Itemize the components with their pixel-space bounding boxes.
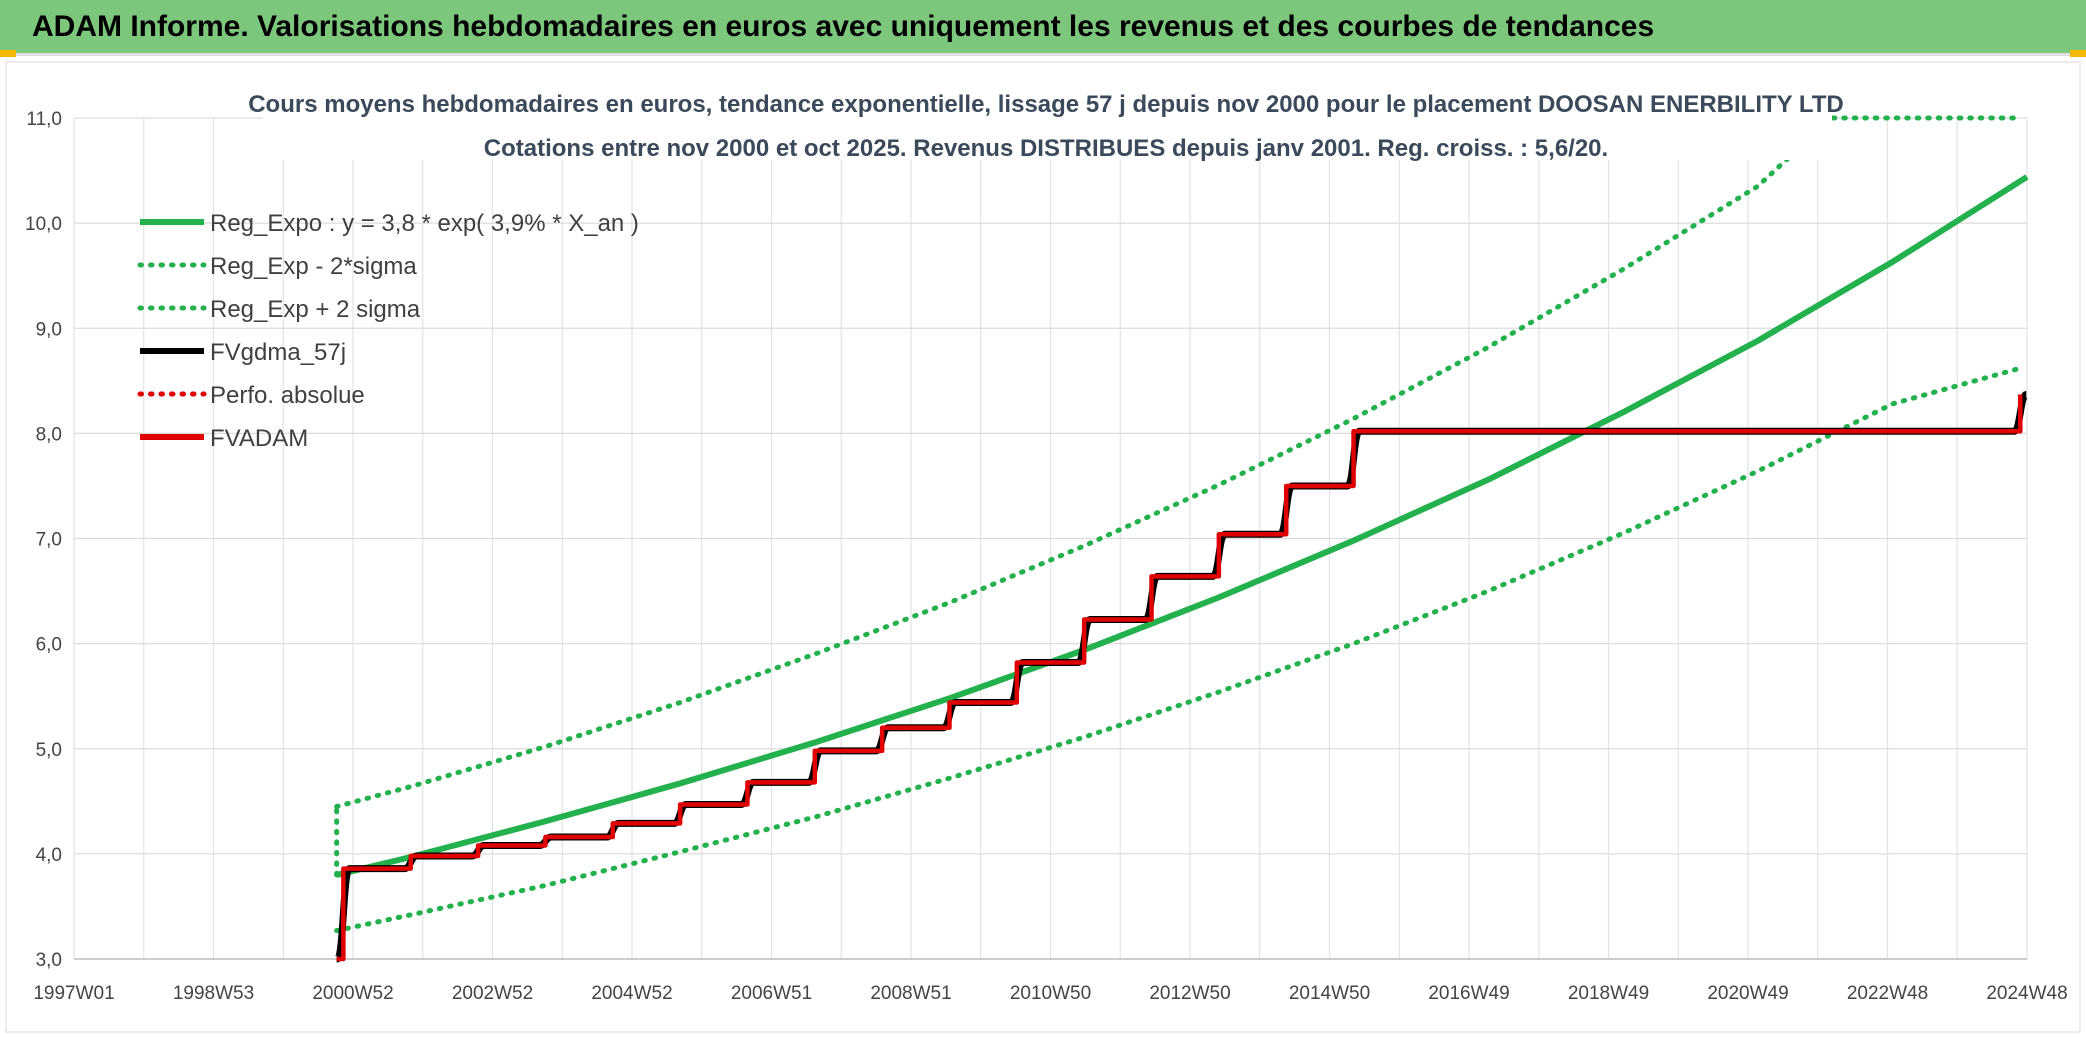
y-tick-label: 7,0 bbox=[36, 530, 62, 551]
x-tick-label: 2024W48 bbox=[1986, 983, 2067, 1004]
legend-label: FVgdma_57j bbox=[210, 339, 346, 366]
x-tick-label: 2010W50 bbox=[1010, 983, 1091, 1004]
x-tick-label: 2004W52 bbox=[591, 983, 672, 1004]
chart-title-line-2: Cotations entre nov 2000 et oct 2025. Re… bbox=[484, 135, 1608, 162]
series-line-0 bbox=[335, 174, 2029, 878]
legend-label: FVADAM bbox=[210, 425, 308, 452]
x-tick-label: 2000W52 bbox=[312, 983, 393, 1004]
x-tick-label: 2006W51 bbox=[731, 983, 812, 1004]
y-tick-label: 3,0 bbox=[36, 950, 62, 971]
legend-label: Reg_Exp + 2 sigma bbox=[210, 296, 421, 323]
x-tick-label: 1998W53 bbox=[173, 983, 254, 1004]
title-backdrop bbox=[262, 84, 1832, 160]
series-layer bbox=[333, 115, 2030, 963]
legend-label: Perfo. absolue bbox=[210, 382, 365, 409]
x-tick-label: 2002W52 bbox=[452, 983, 533, 1004]
x-tick-label: 2016W49 bbox=[1428, 983, 1509, 1004]
corner-mark-top-right bbox=[2070, 50, 2086, 57]
banner-title: ADAM Informe. Valorisations hebdomadaire… bbox=[32, 10, 1655, 43]
series-line-5 bbox=[336, 394, 2023, 962]
y-tick-label: 5,0 bbox=[36, 740, 62, 761]
legend: Reg_Expo : y = 3,8 * exp( 3,9% * X_an ) R… bbox=[137, 210, 639, 452]
corner-mark-top-left bbox=[0, 50, 16, 57]
x-tick-label: 2018W49 bbox=[1568, 983, 1649, 1004]
series-line-2 bbox=[334, 115, 2023, 810]
y-tick-label: 8,0 bbox=[36, 424, 62, 445]
x-axis: 1997W01 1998W53 2000W52 2002W52 2004W52 2006W… bbox=[33, 983, 2067, 1004]
y-tick-label: 10,0 bbox=[25, 214, 62, 235]
report-banner: ADAM Informe. Valorisations hebdomadaire… bbox=[0, 0, 2086, 56]
legend-label: Reg_Expo : y = 3,8 * exp( 3,9% * X_an ) bbox=[210, 210, 639, 237]
x-tick-label: 2022W48 bbox=[1847, 983, 1928, 1004]
x-tick-label: 2012W50 bbox=[1149, 983, 1230, 1004]
x-tick-label: 2008W51 bbox=[870, 983, 951, 1004]
y-axis: 3,0 4,0 5,0 6,0 7,0 8,0 9,0 10,0 11,0 bbox=[25, 109, 62, 971]
y-tick-label: 9,0 bbox=[36, 319, 62, 340]
series-line-1 bbox=[334, 365, 2023, 934]
chart-border bbox=[5, 61, 2081, 1033]
y-tick-label: 4,0 bbox=[36, 845, 62, 866]
chart-title-line-1: Cours moyens hebdomadaires en euros, ten… bbox=[248, 91, 1844, 118]
y-tick-label: 6,0 bbox=[36, 635, 62, 656]
y-tick-label: 11,0 bbox=[26, 109, 62, 130]
x-tick-label: 2020W49 bbox=[1707, 983, 1788, 1004]
legend-label: Reg_Exp - 2*sigma bbox=[210, 253, 417, 280]
x-tick-label: 2014W50 bbox=[1289, 983, 1370, 1004]
x-tick-label: 1997W01 bbox=[33, 983, 114, 1004]
